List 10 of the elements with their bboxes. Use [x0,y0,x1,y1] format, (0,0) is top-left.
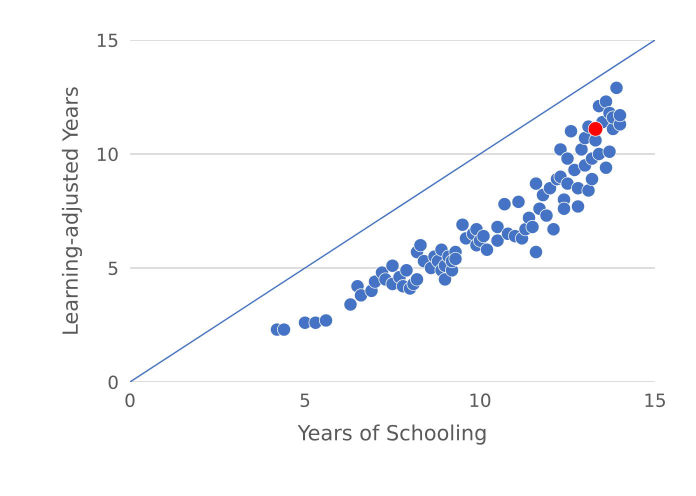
y-tick-label: 15 [98,34,118,48]
x-axis-title: Years of Schooling [298,424,486,445]
x-tick-label: 0 [125,393,135,408]
x-tick-label: 15 [645,394,665,408]
y-tick-label: 5 [108,262,118,276]
x-tick-label: 10 [470,393,490,408]
y-tick-label: 0 [108,375,118,390]
y-tick-label: 10 [98,147,118,162]
y-axis-title: Learning-adjusted Years [62,87,82,334]
x-tick-label: 5 [300,394,310,408]
